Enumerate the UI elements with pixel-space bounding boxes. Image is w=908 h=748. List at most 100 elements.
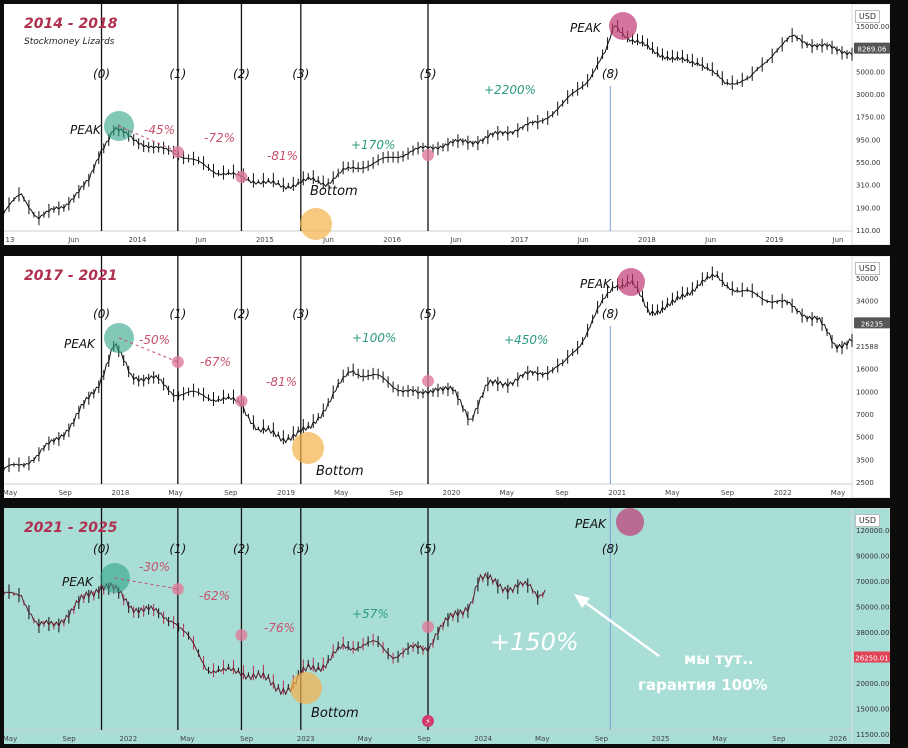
drawdown-point — [171, 356, 184, 368]
drawdown-label: -62% — [199, 589, 230, 603]
gain-label: +170% — [351, 138, 395, 152]
drawdown-label: -30% — [139, 560, 170, 574]
drawdown-label: -81% — [266, 375, 297, 389]
x-tick-label: Jun — [449, 236, 461, 244]
x-tick-label: 2022 — [119, 735, 137, 743]
x-tick-label: May — [500, 489, 514, 497]
cycle-marker-label: (8) — [602, 67, 619, 81]
y-tick-label: 38000.00 — [856, 629, 889, 637]
chart-title: 2014 - 2018 — [24, 16, 118, 32]
gain-label: +2200% — [484, 83, 536, 97]
cycle-marker-label: (3) — [292, 67, 309, 81]
bottom-label: Bottom — [316, 464, 364, 479]
note-line-2: гарантия 100% — [638, 676, 768, 694]
chart-panel-2021-2025: 120000.00 90000.00 70000.00 50000.00 38000.0… — [4, 508, 890, 744]
cycle-marker-label: (0) — [93, 67, 110, 81]
x-tick-label: May — [334, 489, 348, 497]
price-line — [4, 273, 853, 470]
y-tick-label: 120000.00 — [856, 527, 890, 535]
price-tag-label: 26250.01 — [855, 655, 888, 663]
price-tag — [854, 651, 890, 663]
drawdown-point — [235, 395, 248, 407]
gain-label: +57% — [352, 607, 389, 621]
y-tick-label: 90000.00 — [856, 553, 889, 561]
x-tick-label: May — [358, 735, 372, 743]
cycle-marker-label: (5) — [420, 307, 437, 321]
drawdown-point — [422, 621, 434, 633]
x-tick-label: Jun — [195, 236, 207, 244]
x-tick-label: 13 — [6, 236, 15, 244]
price-axis — [851, 508, 890, 744]
x-tick-label: 2014 — [128, 236, 146, 244]
chart-title: 2021 - 2025 — [24, 520, 118, 536]
x-tick-label: 2022 — [774, 489, 792, 497]
x-tick-label: 2020 — [443, 489, 461, 497]
drawdown-point — [171, 583, 184, 595]
currency-label: USD — [854, 514, 880, 527]
bottom-circle — [292, 432, 324, 464]
cycle-marker-label: (1) — [169, 542, 186, 556]
x-tick-label: May — [712, 735, 726, 743]
price-tag — [854, 42, 890, 54]
y-tick-label: 20000.00 — [856, 680, 889, 688]
chart-svg-1: 15000.00 8269.06 5000.00 3000.00 1750.00 950.… — [4, 4, 890, 245]
y-tick-label: 5000.00 — [856, 68, 885, 76]
y-tick-label: 110.00 — [856, 227, 881, 235]
peak-label: PEAK — [64, 337, 96, 351]
currency-label: USD — [854, 262, 880, 275]
y-tick-label: 21588 — [856, 343, 878, 351]
price-line — [4, 25, 853, 220]
chart-svg-2: 50000 34000 26235 21588 16000 10000 7000 5000 35… — [4, 256, 890, 498]
x-tick-label: Jun — [832, 236, 844, 244]
price-tag-label: 8269.06 — [858, 46, 887, 54]
drawdown-point — [422, 375, 434, 387]
y-tick-label: 5000 — [856, 434, 874, 442]
chart-panel-2014-2018: 15000.00 8269.06 5000.00 3000.00 1750.00 950.… — [4, 4, 890, 245]
x-tick-label: May — [168, 489, 182, 497]
bottom-circle — [290, 672, 322, 704]
x-tick-label: Sep — [240, 735, 254, 743]
peak-label-8: PEAK — [570, 21, 602, 35]
y-tick-label: 950.00 — [856, 136, 881, 144]
drawdown-label: -72% — [204, 131, 235, 145]
peak-label-8: PEAK — [575, 517, 607, 531]
gain-label: +100% — [352, 331, 396, 345]
x-tick-label: 2023 — [297, 735, 315, 743]
bottom-label: Bottom — [311, 706, 359, 721]
arrow-shaft — [578, 596, 660, 658]
y-tick-label: 7000 — [856, 411, 874, 419]
y-tick-label: 1750.00 — [856, 114, 885, 122]
chart-subtitle: Stockmoney Lizards — [24, 37, 115, 47]
x-tick-label: 2026 — [829, 735, 847, 743]
peak-circle-8 — [609, 12, 637, 40]
price-line — [4, 572, 546, 696]
currency-label: USD — [854, 10, 880, 23]
y-tick-label: 15000.00 — [856, 706, 889, 714]
bottom-label: Bottom — [310, 184, 358, 199]
x-tick-label: Sep — [772, 735, 786, 743]
x-tick-label: May — [180, 735, 194, 743]
y-tick-label: 3000.00 — [856, 91, 885, 99]
x-tick-label: Jun — [67, 236, 79, 244]
drawdown-point — [235, 629, 248, 641]
gain-label: +450% — [504, 333, 548, 347]
x-tick-label: Sep — [63, 735, 77, 743]
x-tick-label: Sep — [224, 489, 238, 497]
price-axis — [851, 256, 890, 498]
x-tick-label: 2016 — [383, 236, 401, 244]
x-tick-label: 2018 — [111, 489, 129, 497]
x-tick-label: May — [665, 489, 679, 497]
peak-circle-8 — [617, 268, 645, 296]
y-tick-label: 70000.00 — [856, 578, 889, 586]
x-tick-label: 2015 — [256, 236, 274, 244]
drawdown-trendline — [114, 577, 178, 590]
drawdown-label: -67% — [200, 355, 231, 369]
drawdown-trendline — [118, 125, 179, 153]
drawdown-point — [235, 171, 248, 183]
projected-gain-label: +150% — [490, 628, 579, 656]
y-tick-label: 190.00 — [856, 204, 881, 212]
x-tick-label: 2017 — [511, 236, 529, 244]
y-tick-label: 15000.00 — [856, 23, 889, 31]
arrow-head — [574, 594, 590, 608]
cycle-marker-label: (0) — [93, 542, 110, 556]
